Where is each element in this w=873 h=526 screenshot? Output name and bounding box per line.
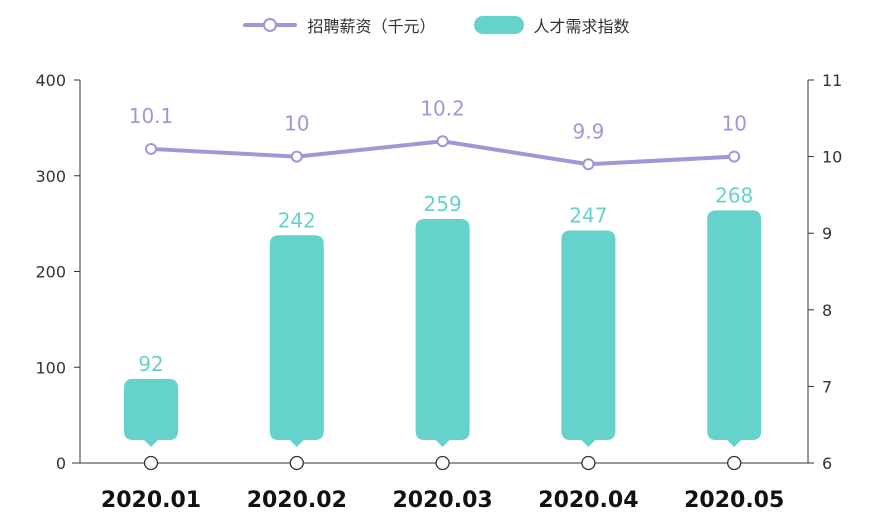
legend: 招聘薪资（千元） 人才需求指数 — [0, 10, 873, 40]
bar — [707, 210, 762, 447]
x-tick-label: 2020.02 — [247, 488, 347, 513]
data-labels: 92 242 259 247 268 10.1 10 10.2 9.9 10 — [129, 96, 754, 376]
legend-item-demand[interactable]: 人才需求指数 — [473, 13, 630, 37]
x-category-marker — [143, 455, 159, 471]
salary-point — [145, 142, 157, 155]
salary-value-label: 10 — [284, 112, 309, 136]
salary-point — [728, 150, 741, 163]
y-left-tick-label: 300 — [35, 167, 66, 186]
legend-label-salary: 招聘薪资（千元） — [307, 17, 436, 36]
y-left-tick-label: 400 — [35, 71, 66, 90]
bar-value-label: 259 — [424, 192, 462, 216]
salary-value-label: 10.2 — [420, 96, 465, 120]
y-right-tick-label: 9 — [822, 224, 832, 243]
bar — [269, 235, 324, 447]
x-tick-label: 2020.01 — [101, 488, 201, 513]
x-category-marker — [289, 455, 304, 471]
x-category-marker — [435, 455, 450, 471]
bar — [415, 219, 470, 447]
x-category-marker — [727, 455, 742, 471]
y-left-tick-label: 200 — [35, 263, 66, 282]
bars — [124, 210, 762, 447]
y-left-tick-label: 100 — [35, 358, 66, 377]
bar-value-label: 92 — [138, 352, 163, 376]
y-right-tick-label: 11 — [822, 71, 842, 90]
y-right-tick-label: 6 — [822, 454, 832, 473]
legend-bar-swatch — [473, 16, 524, 34]
legend-label-demand: 人才需求指数 — [533, 17, 630, 36]
salary-point — [582, 158, 595, 171]
salary-point — [436, 135, 449, 148]
bar-value-label: 242 — [278, 208, 316, 232]
x-tick-label: 2020.03 — [392, 488, 492, 513]
bar — [124, 378, 178, 447]
y-left-tick-label: 0 — [56, 454, 66, 473]
salary-point — [290, 150, 303, 163]
salary-value-label: 10 — [721, 112, 746, 136]
y-right-tick-label: 10 — [822, 148, 842, 167]
axes: 0 100 200 300 400 6 7 8 9 10 11 2020.01 2020.02 2020.… — [35, 71, 842, 513]
bar-value-label: 247 — [569, 203, 607, 227]
legend-line-swatch — [243, 18, 298, 32]
x-tick-label: 2020.04 — [538, 488, 638, 513]
bar-value-label: 268 — [715, 183, 753, 207]
x-tick-label: 2020.05 — [684, 488, 784, 513]
x-category-marker — [581, 455, 596, 471]
salary-value-label: 9.9 — [572, 119, 604, 143]
legend-item-salary[interactable]: 招聘薪资（千元） — [243, 13, 436, 37]
y-right-tick-label: 8 — [822, 301, 832, 320]
salary-value-label: 10.1 — [129, 104, 174, 128]
bar — [561, 230, 616, 447]
salary-line — [145, 135, 741, 171]
y-right-tick-label: 7 — [822, 377, 832, 396]
